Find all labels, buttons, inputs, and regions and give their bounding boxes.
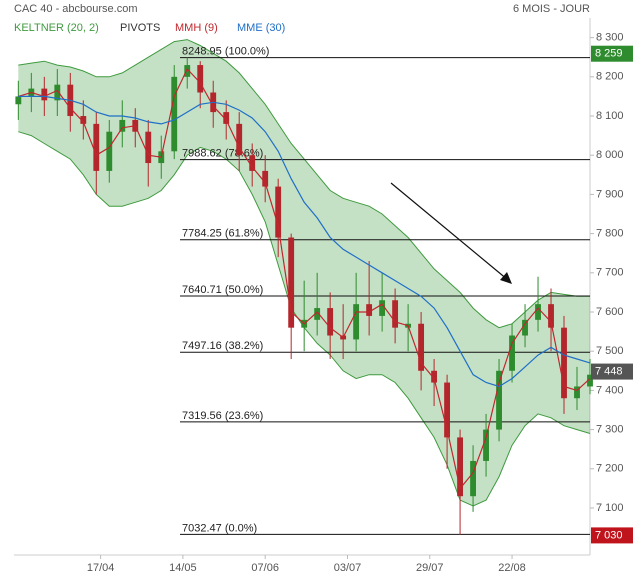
pivot-label: 7784.25 (61.8%) [182,228,263,240]
candle-body [535,304,541,320]
y-tick-label: 8 200 [596,71,624,83]
pivot-label: 8248.95 (100.0%) [182,46,269,58]
ma-line [18,95,591,388]
candle-body [379,300,386,316]
candle-body [41,88,48,101]
x-tick-label: 22/08 [498,562,526,574]
candle-body [15,96,22,105]
arrow-head [500,272,512,284]
candle-body [262,170,269,187]
candle-body [483,429,489,461]
candle-body [106,131,113,171]
price-marker [591,363,633,380]
y-tick-label: 7 400 [596,384,624,396]
candle-body [288,237,295,328]
y-tick-label: 7 500 [596,345,624,357]
y-tick-label: 7 800 [596,228,624,240]
x-tick-label: 17/04 [87,562,115,574]
y-tick-label: 7 200 [596,463,624,475]
price-marker-label: 8 259 [595,48,623,60]
y-tick-label: 8 100 [596,110,624,122]
candle-body [574,386,580,399]
candle-body [275,186,282,238]
y-tick-label: 7 300 [596,423,624,435]
pivot-label: 7497.16 (38.2%) [182,340,263,352]
x-tick-label: 03/07 [334,562,362,574]
candle-body [353,304,360,340]
band-upper [18,39,590,329]
y-tick-label: 7 700 [596,267,624,279]
candle-body [171,76,178,152]
ma-line [18,67,591,490]
candle-body [54,84,61,101]
chart-subtitle: 6 MOIS - JOUR [513,3,590,15]
price-marker-label: 7 448 [595,365,623,377]
y-tick-label: 8 300 [596,32,624,44]
legend-mme: MME (30) [237,22,285,34]
x-tick-label: 07/06 [251,562,279,574]
price-marker [591,527,633,544]
candle-body [236,123,243,156]
candle-body [93,123,100,171]
candle-body [587,374,593,387]
candle-body [119,119,126,132]
candle-body [314,308,321,320]
candle-body [470,460,476,497]
legend-band: KELTNER (20, 2) [14,22,99,34]
pivot-label: 7032.47 (0.0%) [182,522,257,534]
candle-body [509,335,515,371]
chart-title: CAC 40 - abcbourse.com [14,3,138,15]
candle-body [496,370,502,430]
candle-body [80,116,87,124]
pivot-label: 7319.56 (23.6%) [182,410,263,422]
pivot-label: 7640.71 (50.0%) [182,284,263,296]
price-marker-label: 7 030 [595,529,623,541]
y-tick-label: 8 000 [596,149,624,161]
candle-body [184,65,191,77]
candle-body [145,131,152,164]
candle-body [392,300,399,328]
y-tick-label: 7 100 [596,502,624,514]
arrow-shaft [390,182,509,281]
candle-body [197,65,204,93]
candle-body [366,304,373,316]
candle-body [444,382,451,438]
price-marker [591,45,633,62]
y-tick-label: 7 600 [596,306,624,318]
candle-body [522,319,528,336]
candle-body [561,327,567,399]
candle-body [249,155,256,171]
candle-body [327,308,334,336]
candle-body [431,370,438,383]
candle-body [418,323,425,371]
legend-mmh: MMH (9) [175,22,218,34]
y-tick-label: 7 900 [596,188,624,200]
candle-body [223,112,230,124]
candle-body [457,437,463,497]
x-tick-label: 29/07 [416,562,444,574]
legend-pivots: PIVOTS [120,22,160,34]
pivot-label: 7988.62 (78.6%) [182,148,263,160]
candle-body [548,304,554,328]
x-tick-label: 14/05 [169,562,197,574]
